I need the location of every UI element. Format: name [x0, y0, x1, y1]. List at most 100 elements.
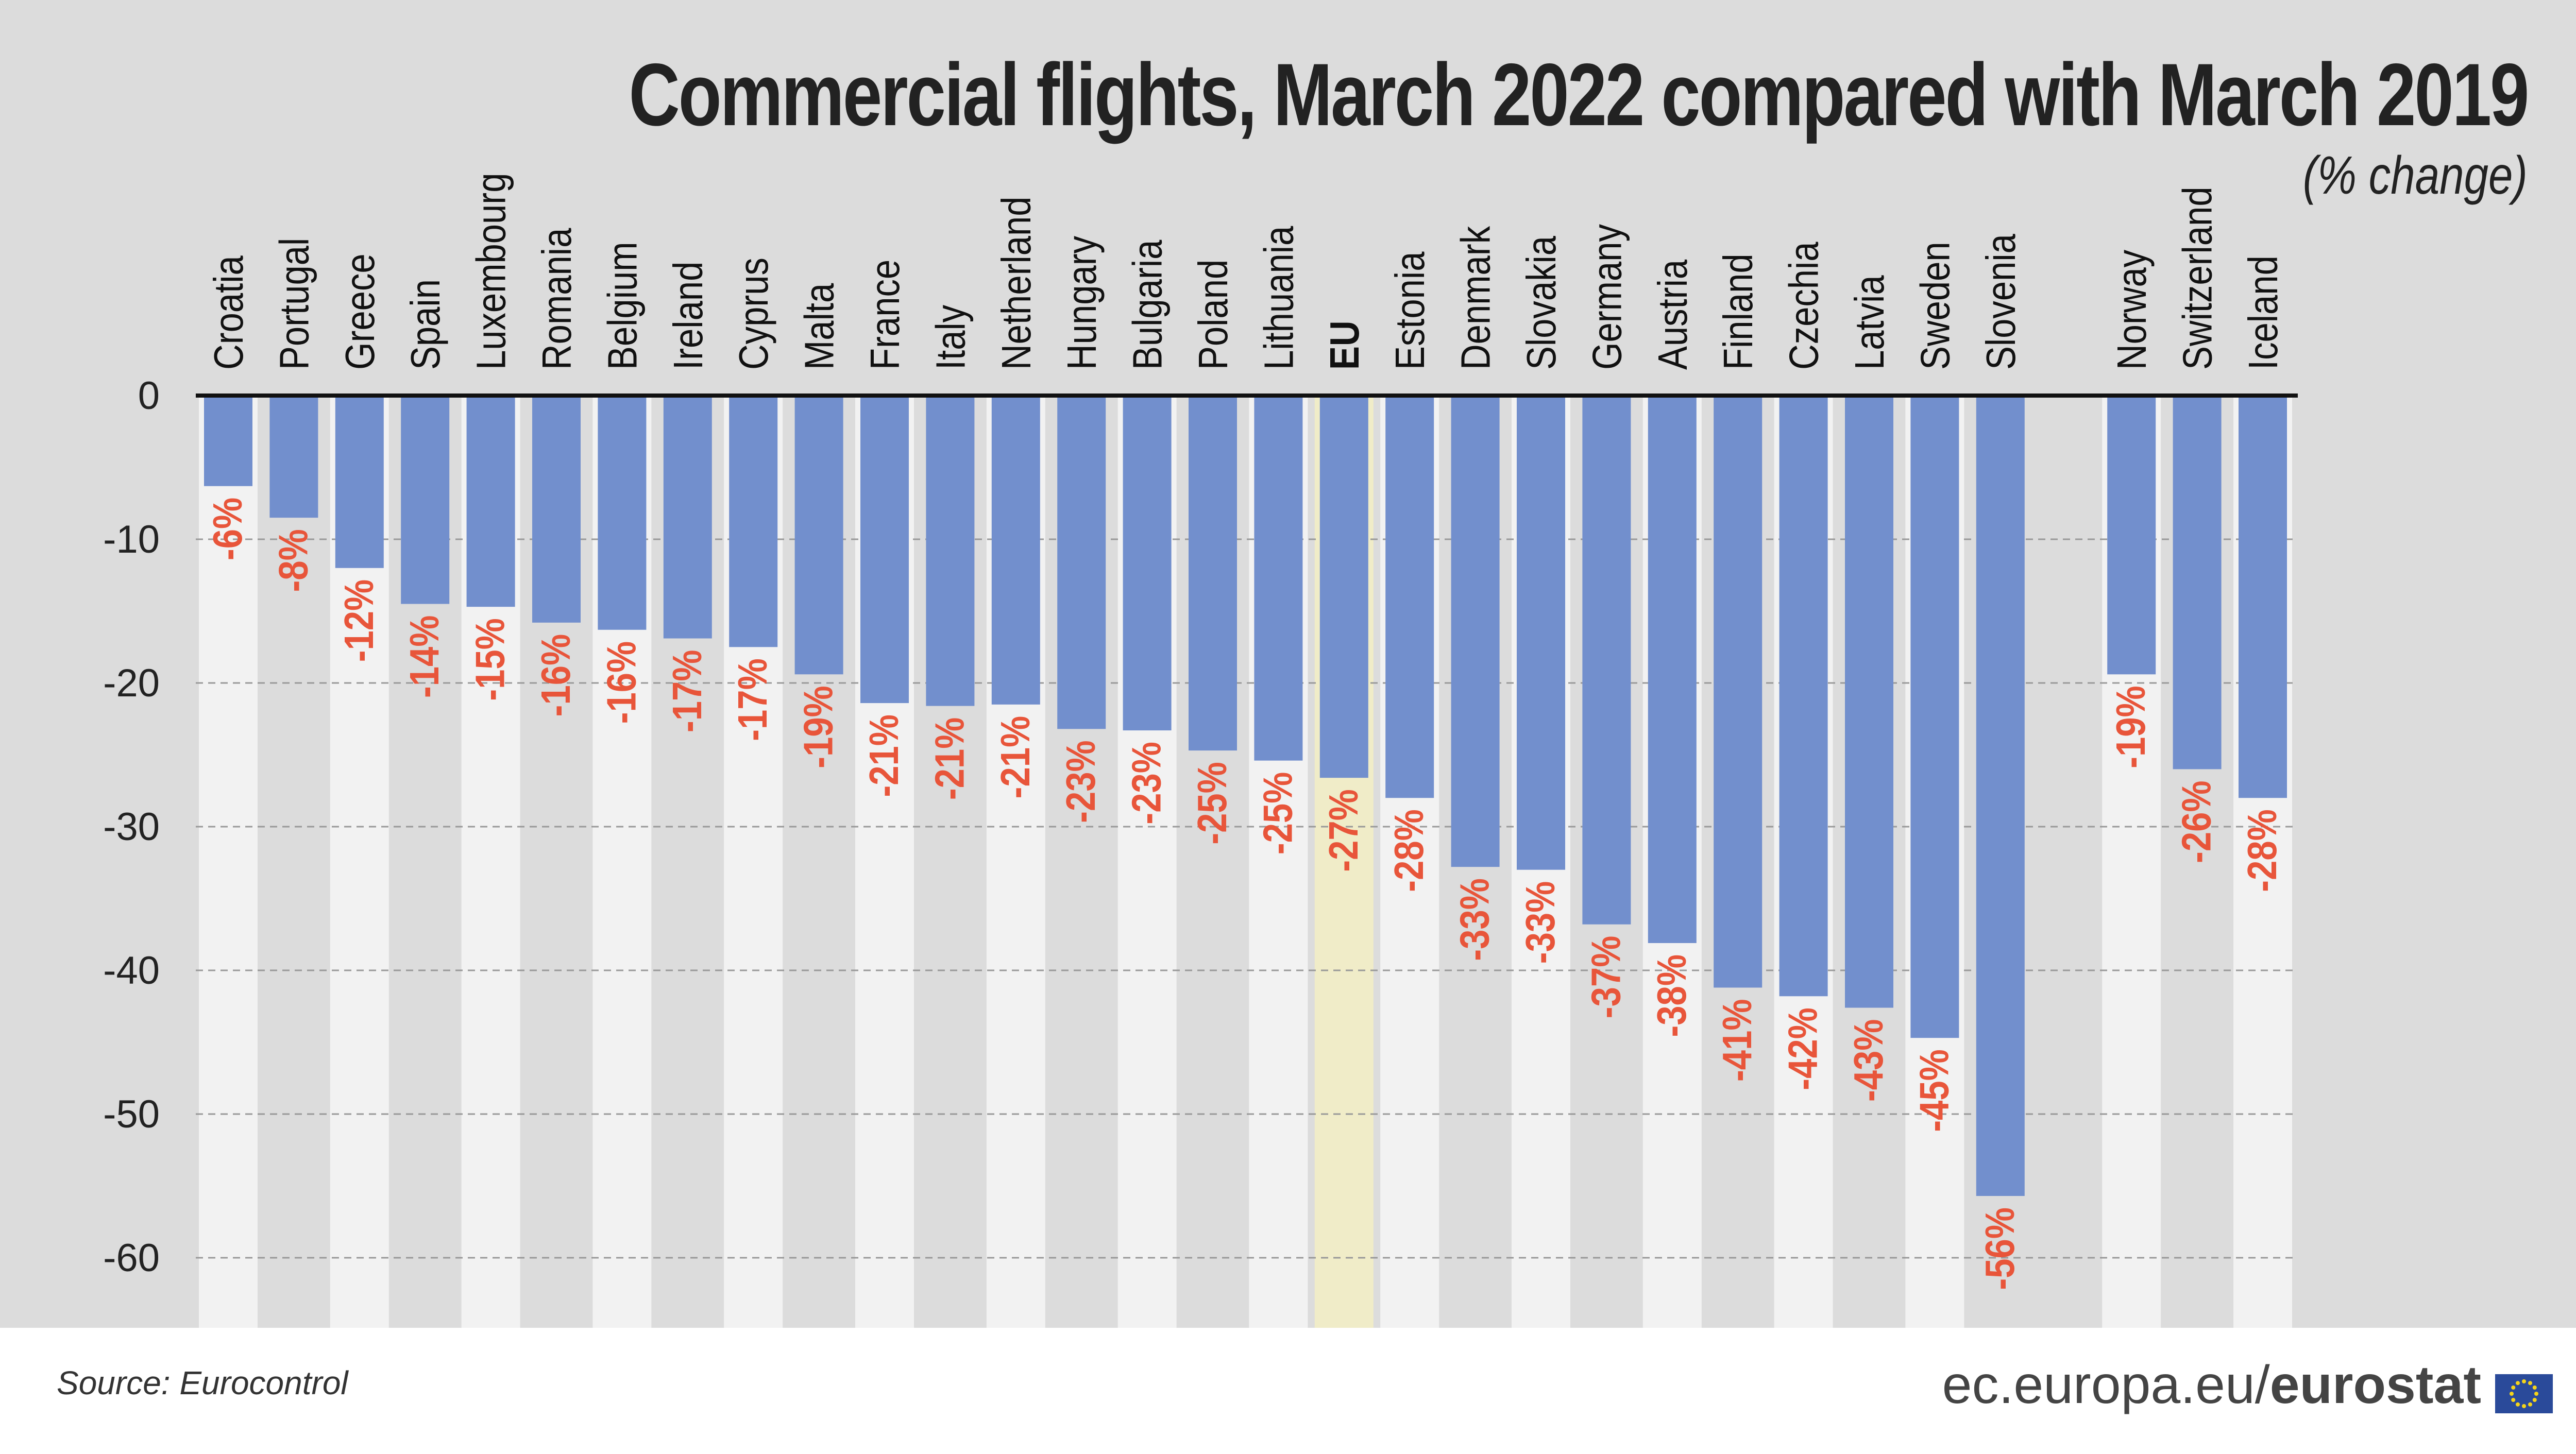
data-label-switzerland: -26%: [2173, 780, 2219, 863]
flag-star: [2522, 1404, 2526, 1408]
data-label-estonia: -28%: [1385, 809, 1432, 892]
data-label-portugal: -8%: [269, 529, 316, 592]
data-label-austria: -38%: [1648, 954, 1694, 1037]
category-label-belgium: Belgium: [599, 242, 645, 370]
bar-eu: [1319, 396, 1368, 778]
bar-lithuania: [1254, 396, 1303, 761]
data-labels: -6% -8% -12% -14% -15% -16% -16% -17% -17% -19% -2…: [204, 498, 2285, 1290]
category-label-finland: Finland: [1715, 253, 1761, 370]
bar-finland: [1714, 396, 1762, 988]
bar-luxembourg: [466, 396, 515, 607]
bar-belgium: [598, 396, 647, 630]
eurostat-brand[interactable]: ec.europa.eu/eurostat: [1942, 1355, 2481, 1416]
y-tick-label: -60: [103, 1236, 160, 1280]
category-label-iceland: Iceland: [2240, 255, 2286, 370]
category-label-poland: Poland: [1190, 260, 1236, 370]
footer: [0, 1328, 2576, 1454]
source-note: Source: Eurocontrol: [57, 1364, 348, 1401]
category-label-croatia: Croatia: [205, 255, 251, 370]
bar-slovakia: [1517, 396, 1565, 870]
bar-norway: [2107, 396, 2156, 675]
category-labels: Croatia Portugal Greece Spain Luxembourg Roma…: [205, 173, 2286, 370]
data-label-greece: -12%: [335, 579, 382, 662]
eu-flag-icon: [2495, 1374, 2553, 1413]
brand-prefix: ec.europa.eu/: [1942, 1355, 2270, 1415]
data-label-spain: -14%: [401, 615, 447, 698]
bar-germany: [1582, 396, 1631, 925]
bar-bulgaria: [1123, 396, 1172, 731]
bar-malta: [794, 396, 843, 675]
category-label-luxembourg: Luxembourg: [468, 173, 514, 370]
data-label-ireland: -17%: [664, 650, 710, 733]
flag-star: [2528, 1402, 2532, 1407]
y-tick-label: -50: [103, 1092, 160, 1136]
bar-italy: [926, 396, 975, 706]
bar-greece: [335, 396, 384, 568]
data-label-norway: -19%: [2107, 686, 2154, 768]
category-label-norway: Norway: [2108, 249, 2155, 370]
data-label-france: -21%: [860, 714, 907, 797]
y-tick-labels: 0 -10 -20 -30 -40 -50 -60: [103, 374, 160, 1280]
category-label-hungary: Hungary: [1058, 235, 1105, 370]
chart-subtitle: (% change): [2302, 146, 2528, 206]
data-label-cyprus: -17%: [729, 658, 775, 741]
data-label-eu: -27%: [1320, 789, 1366, 872]
category-label-greece: Greece: [336, 253, 383, 370]
data-label-czechia: -42%: [1780, 1007, 1826, 1090]
data-label-bulgaria: -23%: [1123, 742, 1170, 825]
bar-hungary: [1057, 396, 1106, 729]
category-label-romania: Romania: [533, 228, 580, 370]
category-label-malta: Malta: [796, 283, 842, 370]
data-label-latvia: -43%: [1845, 1019, 1891, 1102]
category-label-sweden: Sweden: [1911, 242, 1958, 370]
data-label-sweden: -45%: [1910, 1049, 1957, 1132]
category-label-italy: Italy: [927, 304, 973, 370]
y-tick-label: -10: [103, 518, 160, 561]
flag-star: [2511, 1385, 2516, 1390]
category-label-spain: Spain: [402, 279, 448, 370]
bar-ireland: [663, 396, 712, 639]
flag-star: [2522, 1379, 2526, 1383]
category-label-estonia: Estonia: [1386, 251, 1433, 370]
bar-slovenia: [1976, 396, 2025, 1196]
category-label-germany: Germany: [1583, 224, 1630, 370]
stripe-croatia: [199, 396, 258, 1328]
category-label-slovenia: Slovenia: [1977, 234, 2024, 370]
y-tick-label: -20: [103, 661, 160, 705]
data-label-iceland: -28%: [2239, 809, 2285, 892]
bar-estonia: [1385, 396, 1434, 798]
category-label-austria: Austria: [1649, 259, 1696, 370]
data-label-croatia: -6%: [204, 498, 250, 560]
y-tick-label: -30: [103, 805, 160, 849]
flag-star: [2534, 1392, 2538, 1396]
flag-star: [2532, 1385, 2537, 1390]
stripe-portugal: [264, 396, 324, 1328]
bar-latvia: [1845, 396, 1893, 1008]
flag-star: [2510, 1392, 2514, 1396]
bar-austria: [1648, 396, 1697, 943]
category-label-switzerland: Switzerland: [2174, 186, 2221, 370]
bar-switzerland: [2173, 396, 2222, 769]
category-label-cyprus: Cyprus: [730, 258, 776, 370]
bar-croatia: [204, 396, 252, 486]
category-label-czechia: Czechia: [1781, 242, 1827, 370]
bar-romania: [532, 396, 581, 623]
bar-czechia: [1779, 396, 1828, 997]
bar-cyprus: [729, 396, 778, 647]
brand-name: eurostat: [2269, 1355, 2481, 1415]
category-label-bulgaria: Bulgaria: [1124, 240, 1171, 370]
data-label-finland: -41%: [1714, 999, 1760, 1082]
bar-denmark: [1451, 396, 1500, 867]
bar-france: [860, 396, 909, 704]
category-label-france: France: [861, 260, 908, 370]
category-label-lithuania: Lithuania: [1255, 226, 1301, 370]
category-label-ireland: Ireland: [665, 262, 711, 370]
chart-title: Commercial flights, March 2022 compared …: [629, 45, 2529, 144]
data-label-denmark: -33%: [1451, 878, 1498, 961]
flag-star: [2511, 1398, 2516, 1402]
data-label-lithuania: -25%: [1254, 772, 1300, 855]
category-label-slovakia: Slovakia: [1518, 235, 1564, 370]
bar-poland: [1189, 396, 1237, 751]
y-tick-label: 0: [138, 374, 160, 418]
data-label-luxembourg: -15%: [467, 618, 513, 701]
